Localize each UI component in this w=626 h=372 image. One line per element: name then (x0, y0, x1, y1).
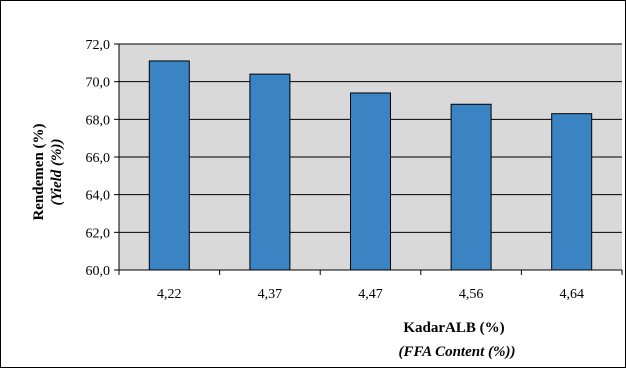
y-tick-label: 68,0 (86, 113, 111, 128)
y-tick-label: 60,0 (86, 264, 111, 279)
y-tick-label: 64,0 (86, 189, 111, 204)
y-tick-labels: 60,0 62,0 64,0 66,0 68,0 70,0 72,0 (86, 38, 111, 279)
y-tick-label: 62,0 (86, 226, 111, 241)
y-tick-label: 72,0 (86, 38, 111, 53)
x-axis-subtitle: (FFA Content (%)) (399, 344, 516, 360)
x-tick-label: 4,37 (258, 287, 283, 302)
y-axis-subtitle: (Yield (%)) (49, 138, 65, 205)
x-tick-label: 4,64 (559, 287, 584, 302)
x-axis-title: KadarALB (%) (403, 320, 504, 336)
y-tick-label: 66,0 (86, 151, 111, 166)
bar (148, 60, 190, 271)
bar (249, 73, 291, 271)
x-tick-label: 4,56 (459, 287, 484, 302)
y-tick-label: 70,0 (86, 76, 111, 91)
x-tick-label: 4,22 (157, 287, 182, 302)
x-tick-labels: 4,22 4,37 4,47 4,56 4,64 (157, 287, 584, 302)
x-tick-label: 4,47 (358, 287, 383, 302)
bar (350, 92, 391, 271)
y-axis-title: Rendemen (%) (31, 123, 47, 220)
axes (114, 43, 623, 275)
bar (450, 103, 492, 271)
bar (551, 113, 593, 271)
